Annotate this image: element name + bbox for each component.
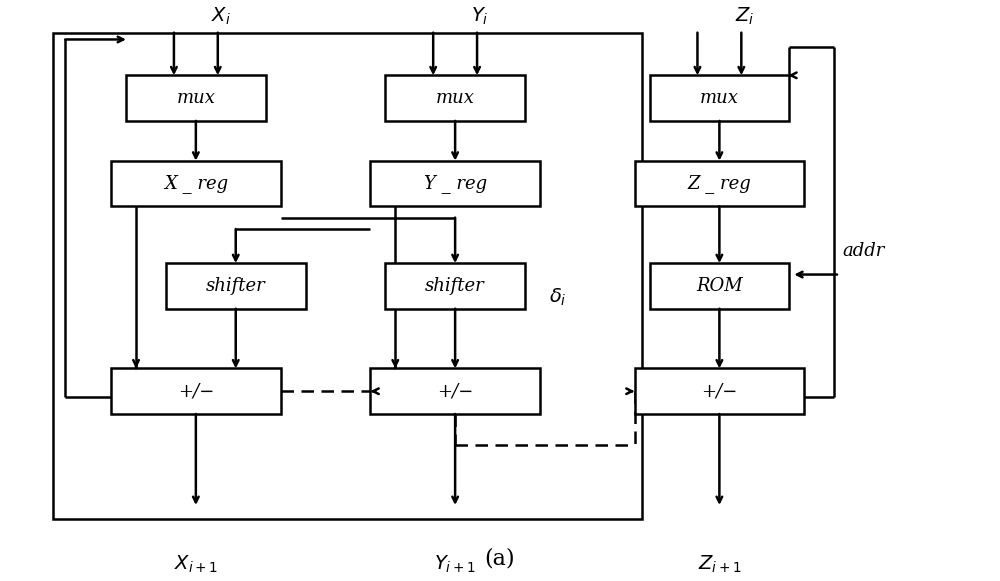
Text: $\delta_i$: $\delta_i$	[549, 286, 567, 308]
FancyBboxPatch shape	[385, 76, 525, 121]
Text: ROM: ROM	[696, 277, 743, 295]
FancyBboxPatch shape	[650, 76, 789, 121]
FancyBboxPatch shape	[635, 368, 804, 414]
Text: $Z_i$: $Z_i$	[735, 6, 754, 27]
FancyBboxPatch shape	[111, 161, 281, 206]
FancyBboxPatch shape	[370, 161, 540, 206]
Text: mux: mux	[700, 89, 739, 107]
Text: $X_i$: $X_i$	[211, 6, 231, 27]
Text: addr: addr	[842, 242, 884, 260]
FancyBboxPatch shape	[385, 263, 525, 309]
Text: +/−: +/−	[701, 382, 738, 400]
FancyBboxPatch shape	[370, 368, 540, 414]
FancyBboxPatch shape	[126, 76, 266, 121]
FancyBboxPatch shape	[635, 161, 804, 206]
Text: +/−: +/−	[178, 382, 214, 400]
Text: shifter: shifter	[425, 277, 485, 295]
FancyBboxPatch shape	[166, 263, 306, 309]
Text: $Y_{i+1}$: $Y_{i+1}$	[434, 554, 476, 575]
Text: $Y_i$: $Y_i$	[471, 6, 489, 27]
FancyBboxPatch shape	[650, 263, 789, 309]
Text: Z _ reg: Z _ reg	[688, 174, 751, 193]
Text: Y _ reg: Y _ reg	[424, 174, 487, 193]
Text: $X_{i+1}$: $X_{i+1}$	[174, 554, 218, 575]
Text: X _ reg: X _ reg	[164, 174, 228, 193]
FancyBboxPatch shape	[111, 368, 281, 414]
Text: mux: mux	[436, 89, 475, 107]
Text: shifter: shifter	[206, 277, 266, 295]
Text: $Z_{i+1}$: $Z_{i+1}$	[698, 554, 741, 575]
Text: +/−: +/−	[437, 382, 473, 400]
Text: mux: mux	[176, 89, 215, 107]
Text: (a): (a)	[485, 547, 515, 569]
